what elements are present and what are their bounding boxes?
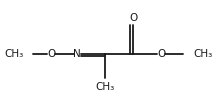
Text: O: O <box>47 49 55 59</box>
Text: CH₃: CH₃ <box>4 49 23 59</box>
Text: O: O <box>129 13 137 23</box>
Text: CH₃: CH₃ <box>95 82 115 92</box>
Text: N: N <box>73 49 81 59</box>
Text: CH₃: CH₃ <box>193 49 212 59</box>
Text: O: O <box>157 49 165 59</box>
